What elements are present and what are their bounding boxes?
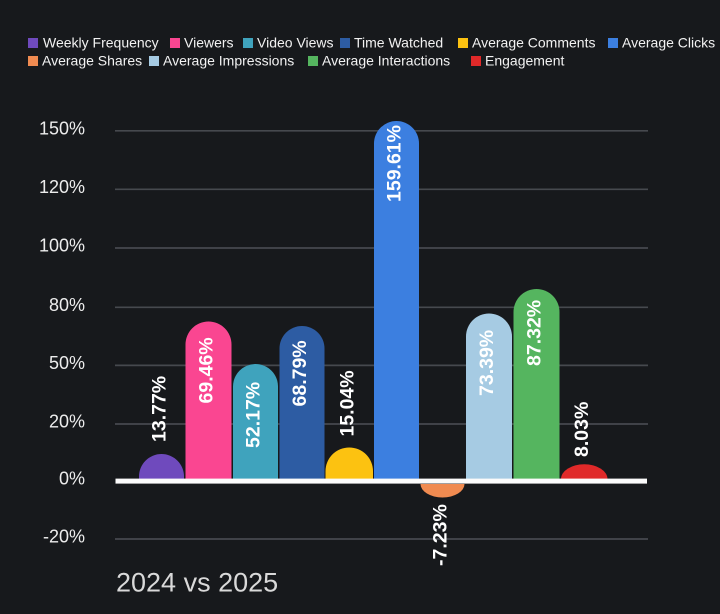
- svg-text:-7.23%: -7.23%: [430, 504, 452, 566]
- svg-text:Average Interactions: Average Interactions: [322, 53, 450, 69]
- svg-text:0%: 0%: [59, 469, 85, 489]
- svg-text:13.77%: 13.77%: [149, 376, 171, 442]
- svg-text:Average Shares: Average Shares: [42, 53, 142, 69]
- svg-text:73.39%: 73.39%: [476, 330, 498, 396]
- svg-text:15.04%: 15.04%: [336, 370, 358, 436]
- svg-text:Weekly Frequency: Weekly Frequency: [43, 35, 159, 51]
- svg-text:120%: 120%: [39, 177, 85, 197]
- svg-text:-20%: -20%: [43, 527, 85, 547]
- svg-text:87.32%: 87.32%: [524, 300, 546, 366]
- svg-text:8.03%: 8.03%: [571, 402, 593, 457]
- svg-text:2024 vs 2025: 2024 vs 2025: [116, 568, 278, 598]
- svg-text:100%: 100%: [39, 236, 85, 256]
- svg-text:150%: 150%: [39, 119, 85, 139]
- svg-text:159.61%: 159.61%: [384, 125, 406, 202]
- svg-text:69.46%: 69.46%: [196, 337, 218, 403]
- svg-text:Viewers: Viewers: [184, 35, 234, 51]
- svg-text:50%: 50%: [49, 353, 85, 373]
- svg-text:Average Impressions: Average Impressions: [163, 53, 294, 69]
- svg-text:68.79%: 68.79%: [289, 340, 311, 406]
- svg-text:52.17%: 52.17%: [243, 382, 265, 448]
- svg-text:Average Comments: Average Comments: [472, 35, 595, 51]
- svg-text:Video Views: Video Views: [257, 35, 334, 51]
- svg-text:20%: 20%: [49, 412, 85, 432]
- svg-text:Time Watched: Time Watched: [354, 35, 443, 51]
- svg-text:Average Clicks: Average Clicks: [622, 35, 715, 51]
- svg-text:80%: 80%: [49, 295, 85, 315]
- svg-text:Engagement: Engagement: [485, 53, 565, 69]
